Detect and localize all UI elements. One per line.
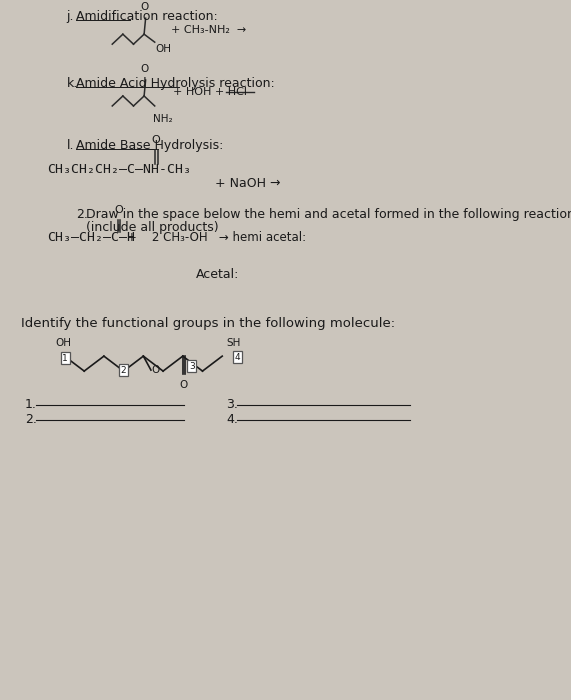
Text: + CH₃-NH₂  →: + CH₃-NH₂ → [171, 25, 247, 35]
Text: j.: j. [67, 10, 74, 23]
Text: O: O [179, 380, 188, 390]
Text: O: O [140, 2, 149, 13]
Text: +    2 CH₃-OH   → hemi acetal:: + 2 CH₃-OH → hemi acetal: [127, 231, 307, 244]
Text: OH: OH [155, 44, 171, 54]
Text: O: O [152, 365, 160, 375]
Text: 3: 3 [189, 362, 195, 370]
Text: 3.: 3. [226, 398, 238, 412]
Text: 2.: 2. [76, 208, 88, 220]
Text: 4.: 4. [226, 414, 238, 426]
Text: O: O [114, 204, 123, 215]
Text: OH: OH [55, 338, 71, 348]
Text: l.: l. [67, 139, 74, 152]
Text: CH₃CH₂CH₂—C—NH-CH₃: CH₃CH₂CH₂—C—NH-CH₃ [47, 163, 191, 176]
Text: 1: 1 [62, 354, 68, 363]
Text: O: O [152, 135, 160, 145]
Text: 4: 4 [235, 353, 240, 362]
Text: 2: 2 [121, 365, 126, 375]
Text: 1.: 1. [25, 398, 37, 412]
Text: SH: SH [227, 338, 241, 348]
Text: Acetal:: Acetal: [196, 268, 239, 281]
Text: Amide Base Hydrolysis:: Amide Base Hydrolysis: [76, 139, 223, 152]
Text: + NaOH →: + NaOH → [215, 177, 280, 190]
Text: Draw in the space below the hemi and acetal formed in the following reaction.: Draw in the space below the hemi and ace… [86, 208, 571, 220]
Text: + HOH + HCl: + HOH + HCl [173, 87, 247, 97]
Text: NH₂: NH₂ [153, 114, 173, 124]
Text: CH₃–CH₂–C–H: CH₃–CH₂–C–H [47, 231, 135, 244]
Text: 2.: 2. [25, 414, 37, 426]
Text: (include all products): (include all products) [86, 220, 218, 234]
Text: Amide Acid Hydrolysis reaction:: Amide Acid Hydrolysis reaction: [76, 77, 275, 90]
Text: Identify the functional groups in the following molecule:: Identify the functional groups in the fo… [21, 317, 395, 330]
Text: O: O [140, 64, 149, 74]
Text: k.: k. [67, 77, 78, 90]
Text: Amidification reaction:: Amidification reaction: [76, 10, 218, 23]
